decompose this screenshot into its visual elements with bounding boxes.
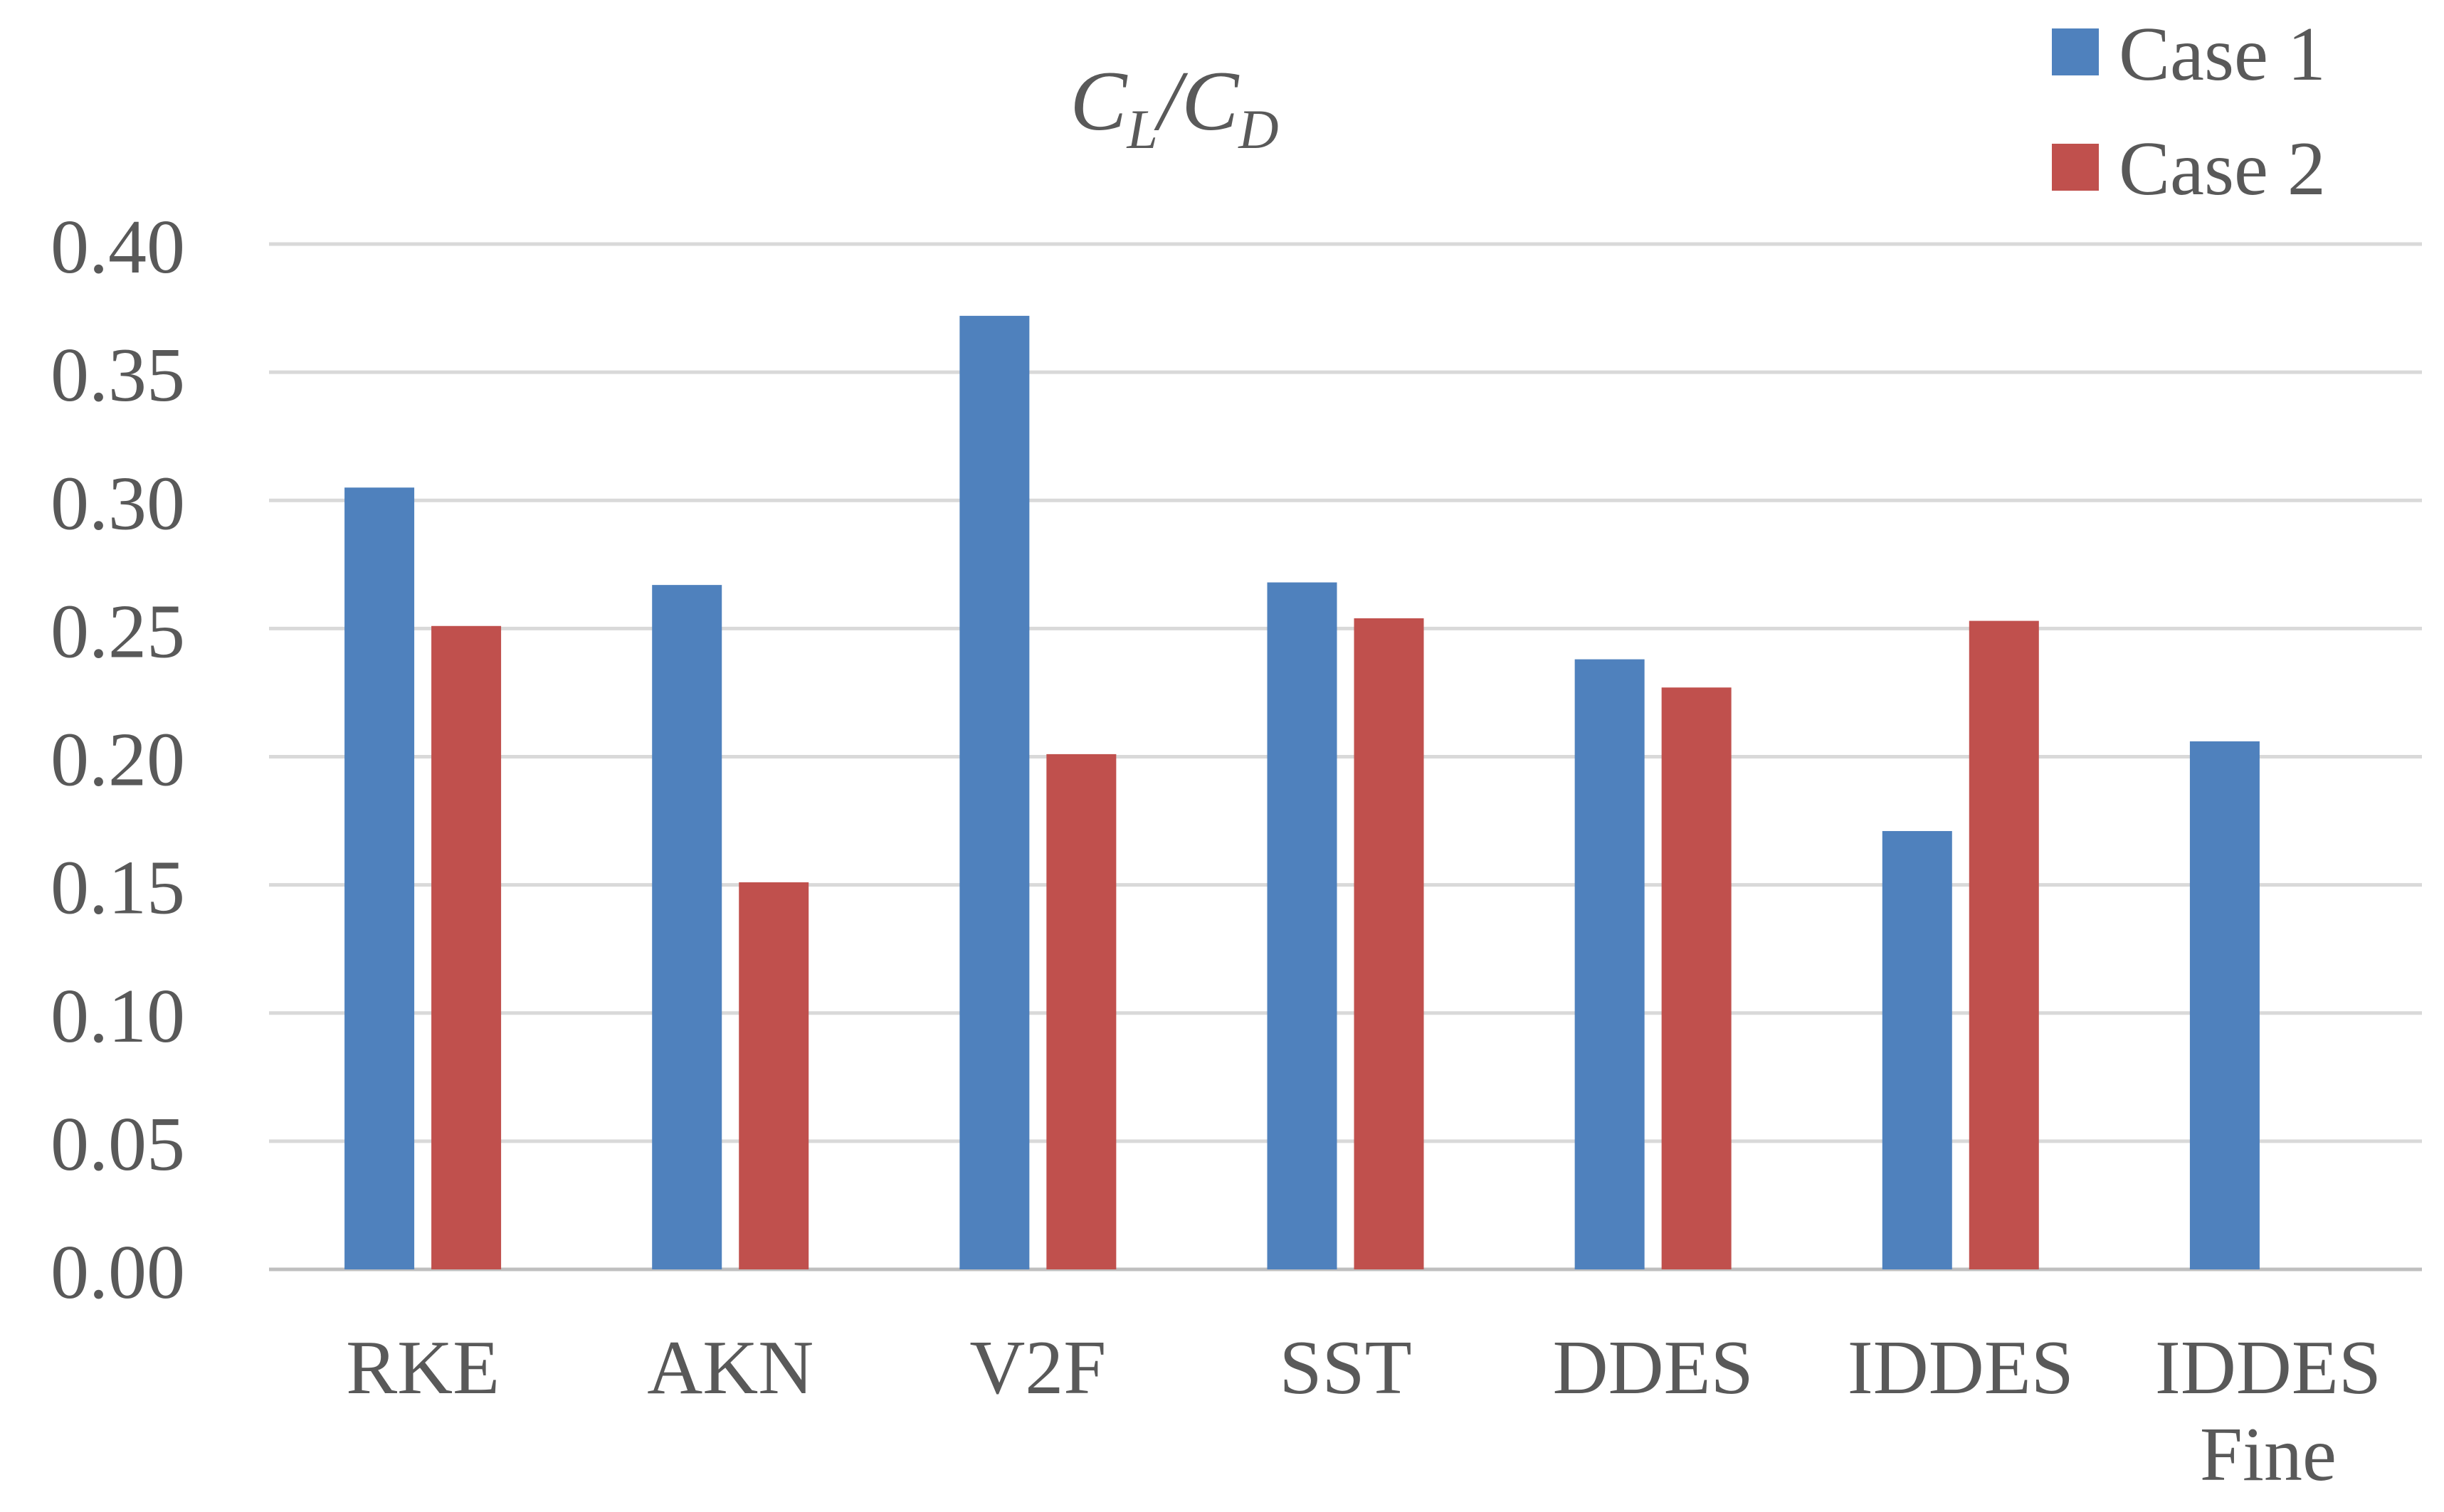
bars <box>344 315 2260 1269</box>
legend: Case 1 Case 2 <box>2052 12 2326 211</box>
x-tick-label: V2F <box>969 1326 1106 1410</box>
x-tick-label: RKE <box>346 1326 500 1410</box>
title-base-2: C <box>1181 53 1240 148</box>
y-tick-label: 0.00 <box>51 1230 185 1315</box>
bar-case-1-iddes-fine <box>2189 741 2260 1269</box>
y-axis-ticks: 0.00 0.05 0.10 0.15 0.20 0.25 0.30 0.35 0.40 <box>51 205 185 1315</box>
bar-case-1-ddes <box>1574 659 1645 1269</box>
x-tick-label: Fine <box>2200 1412 2337 1497</box>
bar-case-1-iddes <box>1882 830 1952 1269</box>
title-sub-1: L <box>1126 98 1157 160</box>
bar-case-1-akn <box>652 585 722 1269</box>
bar-case-2-iddes <box>1969 620 2039 1269</box>
x-tick-label: IDDES <box>2155 1326 2381 1410</box>
y-tick-label: 0.35 <box>51 333 185 418</box>
legend-swatch-case-2 <box>2052 144 2099 191</box>
title-base-1: C <box>1070 53 1128 148</box>
bar-case-1-rke <box>344 487 415 1269</box>
bar-case-1-sst <box>1267 582 1337 1269</box>
y-tick-label: 0.10 <box>51 974 185 1059</box>
legend-label-case-1: Case 1 <box>2119 12 2326 97</box>
y-tick-label: 0.20 <box>51 718 185 803</box>
bar-case-2-sst <box>1354 618 1424 1269</box>
y-tick-label: 0.40 <box>51 205 185 290</box>
x-tick-label: DDES <box>1553 1326 1754 1410</box>
title-sub-2: D <box>1238 98 1278 160</box>
y-tick-label: 0.30 <box>51 461 185 546</box>
bar-case-2-akn <box>739 882 809 1269</box>
x-tick-label: SST <box>1279 1326 1411 1410</box>
x-tick-label: AKN <box>647 1326 813 1410</box>
y-tick-label: 0.15 <box>51 846 185 931</box>
legend-swatch-case-1 <box>2052 28 2099 75</box>
bar-case-2-rke <box>431 625 502 1269</box>
y-tick-label: 0.05 <box>51 1102 185 1187</box>
legend-label-case-2: Case 2 <box>2119 127 2326 211</box>
x-tick-label: IDDES <box>1848 1326 2074 1410</box>
bar-case-1-v2f <box>959 315 1030 1269</box>
chart-title: CL/CD <box>1070 53 1278 160</box>
bar-case-2-v2f <box>1046 754 1117 1269</box>
gridlines <box>269 242 2422 1272</box>
bar-case-2-ddes <box>1661 687 1732 1269</box>
y-tick-label: 0.25 <box>51 589 185 674</box>
